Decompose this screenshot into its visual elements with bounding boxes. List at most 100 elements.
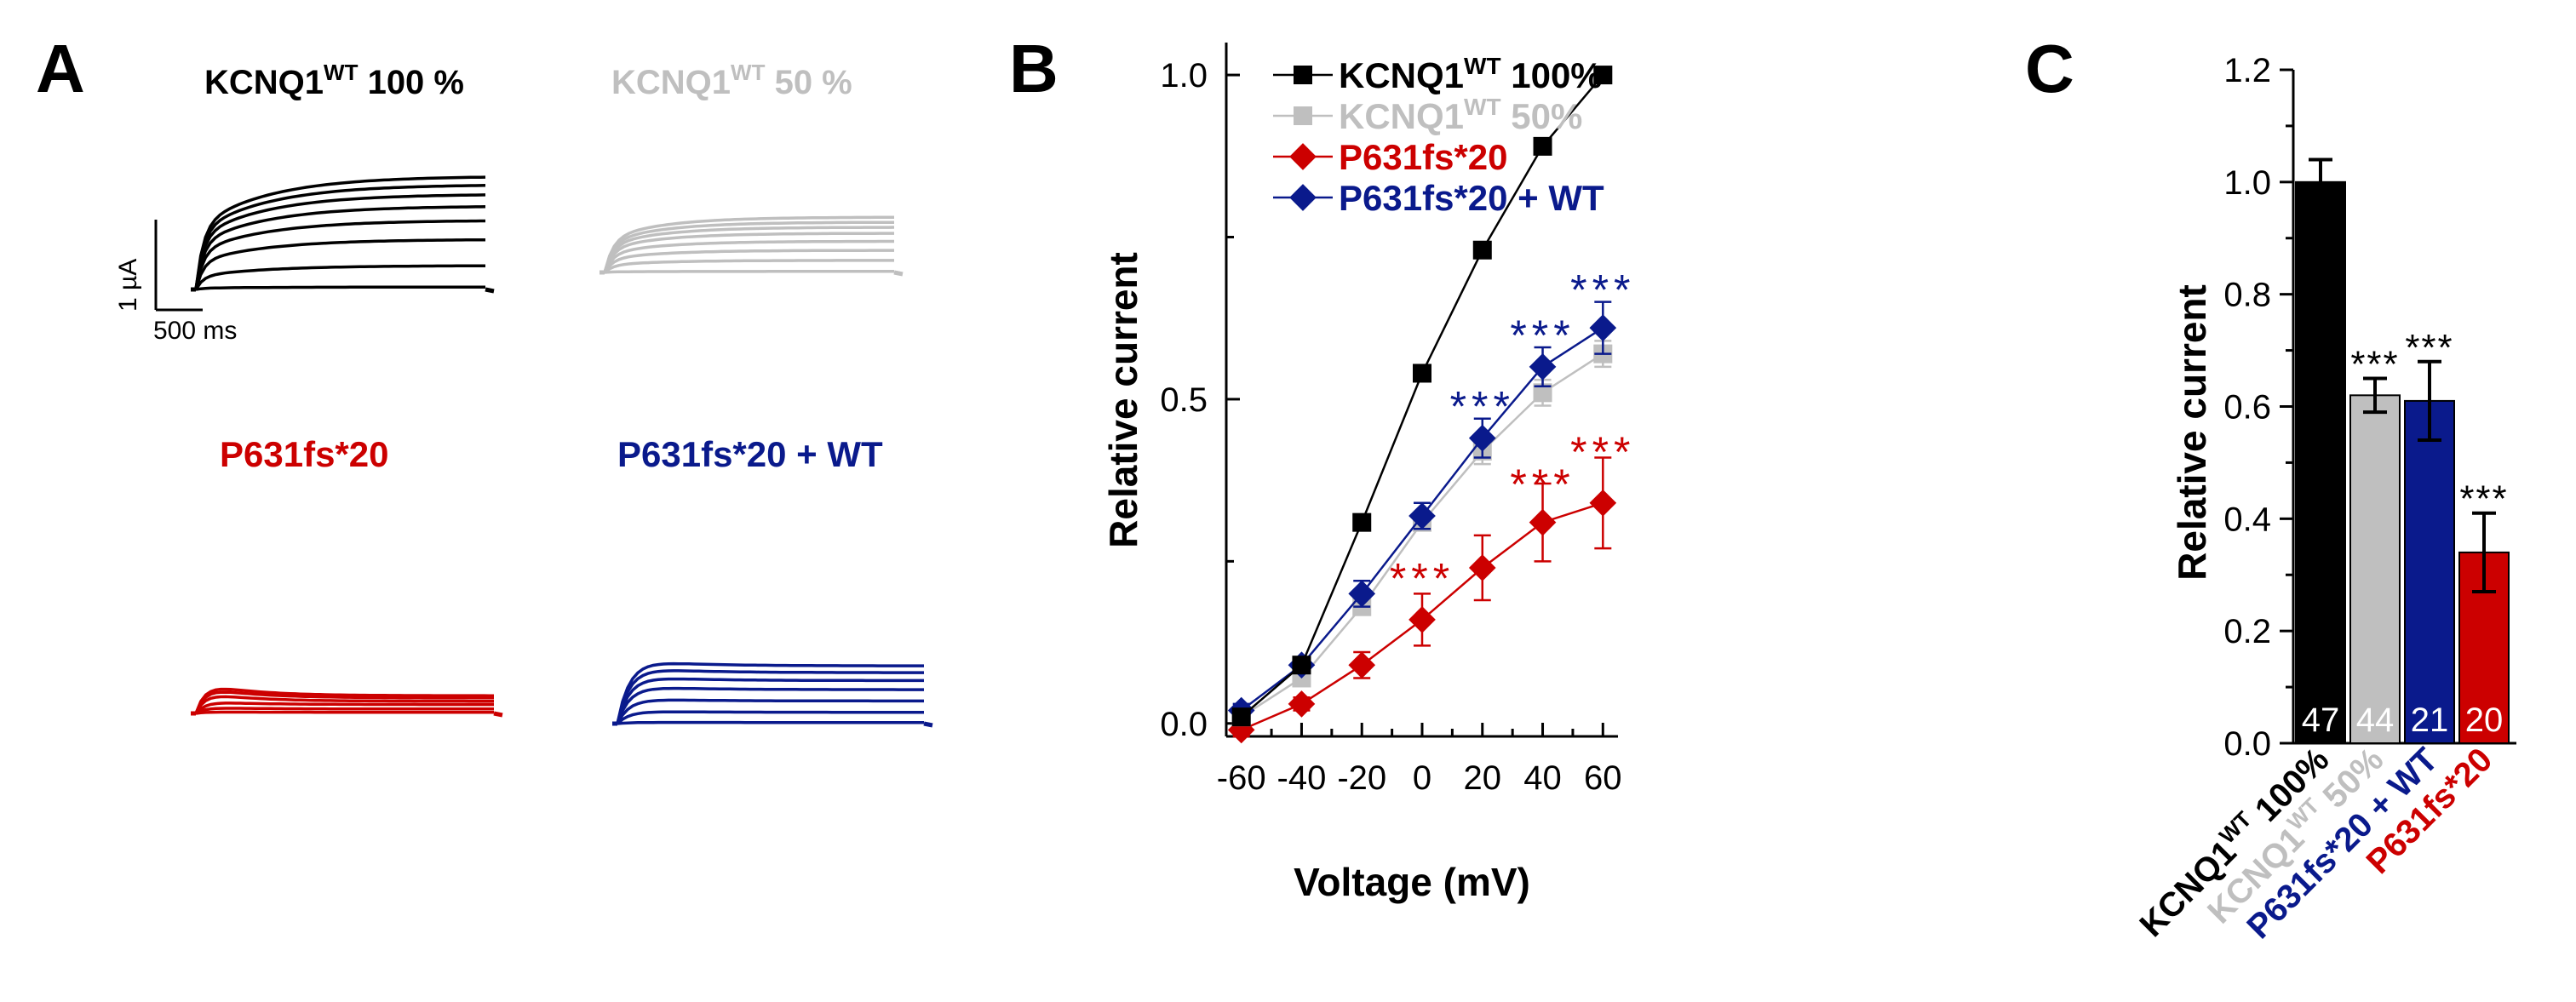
- panel-b-xtick-label: 60: [1584, 759, 1622, 797]
- error-bar: [2309, 157, 2332, 207]
- significance-stars: ***: [2350, 344, 2399, 386]
- bar-n-label: 44: [2356, 701, 2395, 739]
- data-point: [1589, 489, 1617, 517]
- data-point: [1472, 240, 1492, 260]
- significance-stars: ***: [1570, 428, 1635, 476]
- panel-b-ylabel: Relative current: [1101, 252, 1145, 548]
- data-point: [1408, 606, 1436, 633]
- panel-b-legend: KCNQ1WT 100%KCNQ1WT 50%P631fs*20P631fs*2…: [1273, 53, 1604, 218]
- bar-n-label: 20: [2465, 701, 2504, 739]
- panel-b-xlabel: Voltage (mV): [1294, 860, 1530, 904]
- data-point: [1348, 580, 1376, 608]
- data-point: [1408, 502, 1436, 530]
- current-trace: [194, 687, 494, 714]
- trace-tail: [893, 270, 904, 277]
- panel-a-label-wt100: KCNQ1WT 100 %: [204, 60, 464, 101]
- panel-b-xtick-label: 0: [1413, 759, 1431, 797]
- data-point: [1413, 364, 1431, 383]
- current-trace: [603, 220, 894, 273]
- current-trace: [616, 698, 924, 724]
- panel-b-letter: B: [1009, 31, 1059, 106]
- current-trace: [194, 264, 485, 290]
- current-trace: [616, 710, 924, 725]
- current-trace: [194, 184, 486, 290]
- legend-label: P631fs*20 + WT: [1339, 178, 1604, 218]
- error-bar: [2363, 376, 2387, 415]
- current-trace: [194, 701, 494, 715]
- current-trace: [194, 695, 494, 714]
- significance-stars: ***: [2459, 478, 2508, 520]
- data-point: [1593, 66, 1613, 85]
- legend-entry: KCNQ1WT 50%: [1273, 94, 1582, 136]
- panel-c-ytick-label: 0.0: [2223, 725, 2271, 763]
- current-trace: [616, 661, 924, 724]
- legend-entry: KCNQ1WT 100%: [1273, 53, 1603, 95]
- data-point: [1231, 707, 1251, 727]
- panel-a-label-mut: P631fs*20: [220, 434, 389, 474]
- panel-b-xtick-label: 20: [1464, 759, 1502, 797]
- scale-bar-time-label: 500 ms: [153, 317, 237, 345]
- bar: [2404, 399, 2455, 744]
- error-bar: [2472, 511, 2496, 594]
- panel-c-ytick-label: 1.0: [2223, 164, 2271, 202]
- data-point: [1533, 136, 1552, 156]
- legend-label: P631fs*20: [1339, 137, 1508, 177]
- trace-tail: [493, 711, 503, 718]
- scale-bar-current-label: 1 µA: [114, 259, 142, 312]
- significance-stars: ***: [2405, 327, 2453, 369]
- data-point: [1468, 554, 1496, 581]
- current-trace: [195, 285, 485, 291]
- panel-b-axes: 0.0 0.5 1.0 -60 -40 -20 0 20 40 60: [1160, 43, 1622, 797]
- panel-b-line-chart: 0.00.51.0-60 -40 -20 0 20 40 60 **************…: [1101, 43, 1635, 904]
- panel-c-ytick-label: 1.2: [2223, 52, 2271, 89]
- bar: [2349, 394, 2401, 744]
- bar: [2295, 180, 2346, 745]
- current-trace: [616, 669, 924, 724]
- significance-stars: ***: [1510, 312, 1575, 359]
- panel-c-ytick-label: 0.4: [2223, 501, 2271, 538]
- legend-marker: [1294, 106, 1312, 125]
- trace-tail: [485, 287, 495, 294]
- significance-stars: ***: [1570, 266, 1635, 313]
- data-point: [1292, 656, 1311, 675]
- panel-b-ytick-label: 0.5: [1160, 381, 1208, 419]
- panel-c-bar-chart: 0.00.20.40.60.81.01.2 47 44***21***20*** …: [2132, 52, 2516, 946]
- data-point: [1533, 383, 1552, 403]
- trace-tail: [923, 721, 933, 728]
- data-point: [1468, 424, 1496, 452]
- legend-marker: [1294, 66, 1312, 84]
- current-trace: [194, 690, 494, 714]
- bar-group: 21 ***: [2404, 327, 2455, 744]
- data-point: [1529, 508, 1557, 536]
- current-trace: [194, 175, 486, 290]
- panel-b-xtick-label: -40: [1277, 759, 1327, 797]
- data-point: [1529, 353, 1557, 381]
- current-trace: [603, 259, 894, 274]
- panel-a-label-mutwt: P631fs*20 + WT: [617, 434, 883, 474]
- panel-b-series-2: [1227, 456, 1617, 744]
- current-trace: [616, 686, 924, 724]
- panel-b-ytick-label: 1.0: [1160, 57, 1208, 94]
- current-trace: [194, 238, 485, 290]
- panel-b-xtick-label: 40: [1523, 759, 1562, 797]
- legend-label: KCNQ1WT 100%: [1339, 53, 1603, 95]
- current-trace: [194, 205, 486, 290]
- current-trace: [194, 193, 486, 290]
- panel-a-label-wt50: KCNQ1WT 50 %: [611, 60, 852, 101]
- panel-c-category-labels: KCNQ1WT 100%KCNQ1WT 50%P631fs*20 + WTP63…: [2132, 741, 2499, 946]
- data-point: [1348, 651, 1376, 679]
- panel-c-ytick-label: 0.2: [2223, 613, 2271, 650]
- legend-label: KCNQ1WT 50%: [1339, 94, 1582, 136]
- bar-group: 44 ***: [2349, 344, 2401, 744]
- panel-c-bars: 47 44 *** 21 *** 20 ***: [2295, 157, 2510, 745]
- legend-entry: P631fs*20: [1273, 137, 1508, 177]
- panel-c-ylabel: Relative current: [2170, 284, 2214, 581]
- panel-b-series: [1227, 66, 1617, 744]
- panel-b-xtick-label: -60: [1217, 759, 1266, 797]
- panel-b-significance: ******************: [1390, 266, 1635, 602]
- current-trace: [195, 707, 494, 715]
- bar-group: 47: [2295, 157, 2346, 745]
- current-trace: [603, 239, 894, 273]
- current-trace: [617, 720, 924, 725]
